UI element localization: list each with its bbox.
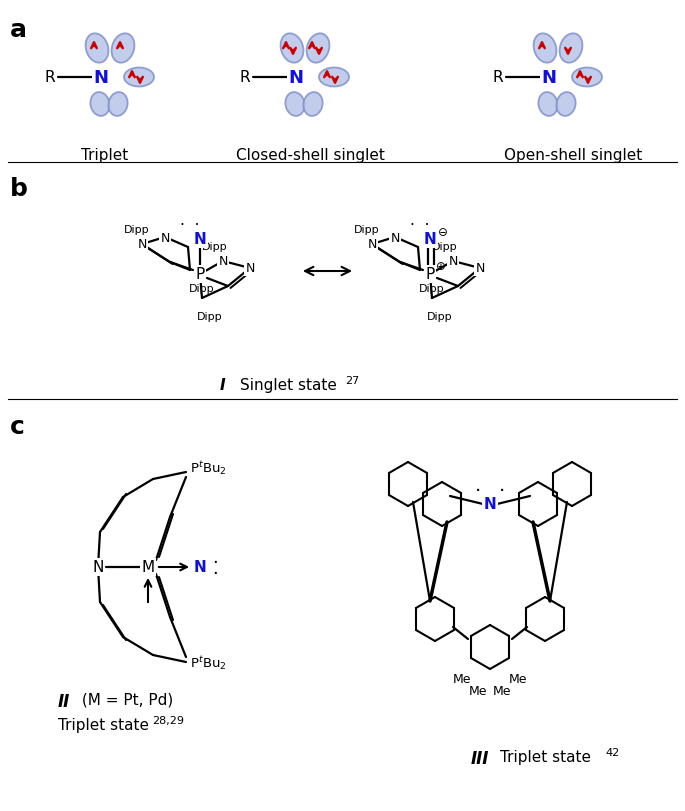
Text: N: N <box>542 69 556 87</box>
Text: Me: Me <box>493 684 511 697</box>
Text: N: N <box>160 231 170 244</box>
Text: N: N <box>367 238 377 251</box>
Text: Dipp: Dipp <box>432 242 458 251</box>
Text: Triplet state: Triplet state <box>500 749 591 764</box>
Text: ·  ·: · · <box>180 218 200 234</box>
Text: ·: · <box>212 553 218 571</box>
Text: P$^t$Bu$_2$: P$^t$Bu$_2$ <box>190 458 227 476</box>
Text: 27: 27 <box>345 375 359 385</box>
Text: P$^t$Bu$_2$: P$^t$Bu$_2$ <box>190 654 227 671</box>
Text: Dipp: Dipp <box>202 242 228 251</box>
Ellipse shape <box>286 93 305 117</box>
Text: R: R <box>493 71 503 85</box>
Text: c: c <box>10 414 25 439</box>
Text: N: N <box>93 69 108 87</box>
Text: a: a <box>10 18 27 42</box>
Text: Dipp: Dipp <box>189 284 215 294</box>
Text: Dipp: Dipp <box>124 225 150 234</box>
Text: Closed-shell singlet: Closed-shell singlet <box>236 148 384 163</box>
Text: ·: · <box>212 564 218 582</box>
Text: ·: · <box>475 482 481 501</box>
Ellipse shape <box>86 34 108 63</box>
Text: ·  ·: · · <box>410 218 429 234</box>
Text: P: P <box>195 267 205 282</box>
Ellipse shape <box>124 68 154 88</box>
Ellipse shape <box>112 34 134 63</box>
Text: N: N <box>92 560 103 575</box>
Text: (M = Pt, Pd): (M = Pt, Pd) <box>77 692 173 707</box>
Text: III: III <box>471 749 489 767</box>
Text: Triplet: Triplet <box>82 148 129 163</box>
Ellipse shape <box>560 34 582 63</box>
Text: N: N <box>423 232 436 247</box>
Ellipse shape <box>534 34 556 63</box>
Text: ·: · <box>499 482 505 501</box>
Text: P: P <box>425 267 434 282</box>
Text: Open-shell singlet: Open-shell singlet <box>504 148 642 163</box>
Text: Me: Me <box>469 684 487 697</box>
Text: M: M <box>141 560 155 575</box>
Text: 42: 42 <box>605 747 619 757</box>
Text: R: R <box>45 71 55 85</box>
Text: Dipp: Dipp <box>354 225 379 234</box>
Ellipse shape <box>281 34 303 63</box>
Text: R: R <box>240 71 250 85</box>
Text: N: N <box>448 255 458 268</box>
Text: N: N <box>245 262 255 275</box>
Text: Dipp: Dipp <box>197 311 223 322</box>
Text: I: I <box>220 378 225 393</box>
Text: ⊖: ⊖ <box>438 225 448 238</box>
Text: Dipp: Dipp <box>419 284 445 294</box>
Ellipse shape <box>319 68 349 88</box>
Text: Dipp: Dipp <box>427 311 453 322</box>
Text: Me: Me <box>509 672 527 685</box>
Text: N: N <box>475 262 485 275</box>
Text: ⊕: ⊕ <box>436 260 446 273</box>
Ellipse shape <box>90 93 110 117</box>
Text: 28,29: 28,29 <box>152 715 184 725</box>
Text: II: II <box>58 692 71 710</box>
Text: N: N <box>390 231 399 244</box>
Text: N: N <box>137 238 147 251</box>
Text: Singlet state: Singlet state <box>240 378 337 393</box>
Ellipse shape <box>556 93 575 117</box>
Ellipse shape <box>108 93 127 117</box>
Text: b: b <box>10 177 28 201</box>
Ellipse shape <box>307 34 329 63</box>
Text: N: N <box>194 232 206 247</box>
Ellipse shape <box>572 68 602 88</box>
Text: N: N <box>219 255 227 268</box>
Text: Triplet state: Triplet state <box>58 717 149 732</box>
Ellipse shape <box>538 93 558 117</box>
Text: Me: Me <box>453 672 471 685</box>
Text: N: N <box>194 560 206 575</box>
Text: N: N <box>288 69 303 87</box>
Ellipse shape <box>303 93 323 117</box>
Text: N: N <box>484 497 497 512</box>
